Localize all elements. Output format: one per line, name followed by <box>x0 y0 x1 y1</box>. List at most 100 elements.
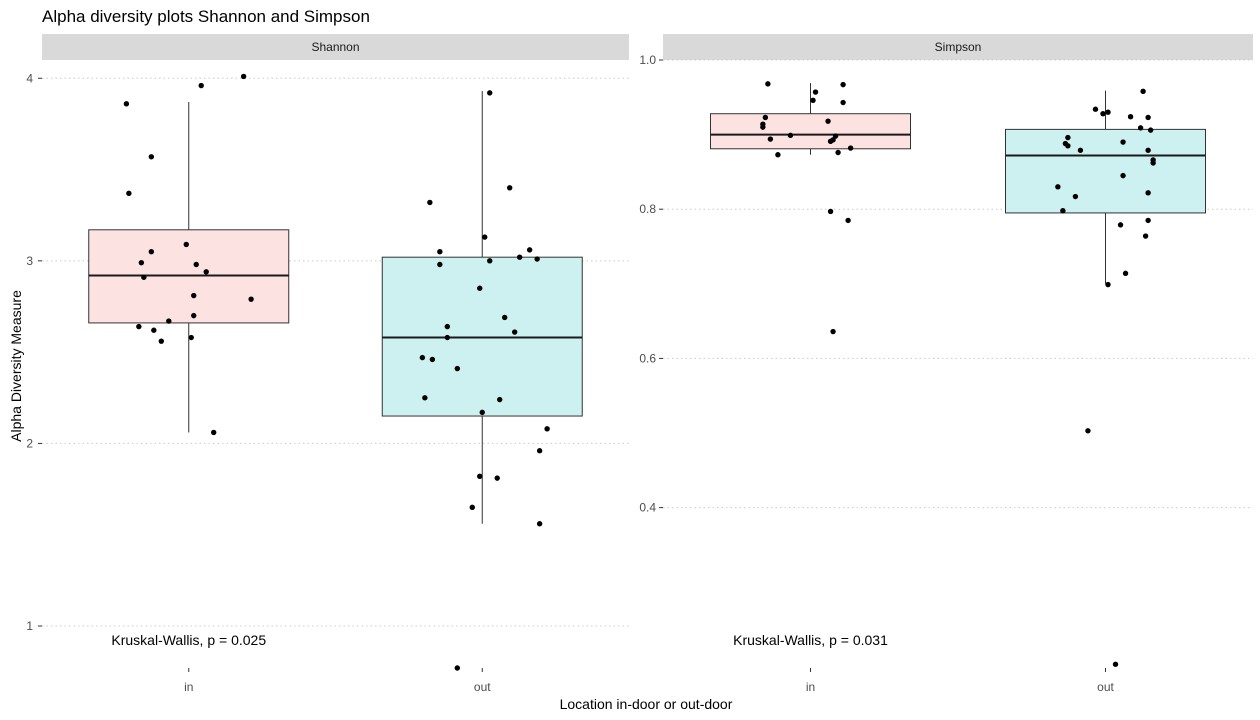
data-point <box>767 136 774 142</box>
data-point <box>810 97 816 103</box>
box-iqr <box>1005 128 1206 214</box>
data-point <box>544 426 550 432</box>
data-point <box>422 395 428 401</box>
data-point <box>787 132 794 139</box>
data-point <box>536 521 543 527</box>
data-point <box>429 356 436 363</box>
data-point <box>1085 428 1091 434</box>
y-tick-label: 1 <box>26 619 33 633</box>
data-point <box>191 312 197 319</box>
data-points <box>760 81 1156 667</box>
data-point <box>1060 207 1066 214</box>
kruskal-wallis-annotation: Kruskal-Wallis, p = 0.031 <box>733 632 888 648</box>
data-point <box>151 327 157 333</box>
data-point <box>1150 160 1156 166</box>
data-point <box>126 190 132 196</box>
data-point <box>536 448 543 454</box>
data-point <box>469 504 475 511</box>
data-point <box>516 254 523 260</box>
data-point <box>1105 281 1111 288</box>
data-point <box>502 314 508 321</box>
data-point <box>830 328 836 335</box>
y-tick-label: 3 <box>26 254 33 268</box>
data-point <box>1145 147 1151 153</box>
data-point <box>1055 184 1061 190</box>
data-point <box>138 259 145 266</box>
facet-strip-label: Shannon <box>311 40 359 54</box>
data-point <box>198 82 204 89</box>
box-iqr <box>710 113 911 150</box>
box-in <box>710 83 911 155</box>
data-point <box>188 334 194 341</box>
panel-shannon: Shannon 1 2 3 4 in out Kruskal-Wallis, p = 0.02… <box>26 34 629 694</box>
data-point <box>193 261 199 268</box>
data-point <box>444 323 451 330</box>
y-tick-label: 0.8 <box>639 202 656 216</box>
data-point <box>765 81 771 87</box>
y-tick-label: 0.4 <box>639 501 656 515</box>
data-point <box>827 138 834 145</box>
data-point <box>1145 114 1151 121</box>
data-point <box>762 114 769 121</box>
data-point <box>1137 125 1144 131</box>
data-point <box>534 256 540 262</box>
data-point <box>136 323 142 330</box>
data-point <box>511 329 518 335</box>
data-point <box>840 99 846 106</box>
data-point <box>148 249 155 255</box>
data-point <box>760 124 766 130</box>
data-point <box>825 118 831 124</box>
data-point <box>812 89 819 95</box>
data-point <box>497 396 503 403</box>
data-point <box>419 354 426 361</box>
data-point <box>1147 127 1154 133</box>
data-point <box>1142 233 1149 239</box>
data-point <box>248 296 254 302</box>
facet-strip-label: Simpson <box>935 40 982 54</box>
data-point <box>240 73 247 80</box>
data-point <box>1117 222 1124 228</box>
data-point <box>1145 217 1151 224</box>
data-point <box>494 475 500 481</box>
x-tick-label: in <box>184 680 193 694</box>
data-point <box>477 473 483 479</box>
data-point <box>1112 661 1119 667</box>
y-tick-label: 2 <box>26 436 33 450</box>
y-tick-label: 4 <box>26 71 33 85</box>
data-point <box>454 365 461 372</box>
facet-panels: Shannon 1 2 3 4 in out Kruskal-Wallis, p = 0.02… <box>26 34 1253 694</box>
x-tick-label: out <box>474 680 491 694</box>
data-point <box>845 217 851 224</box>
data-point <box>482 234 488 240</box>
data-point <box>1072 193 1079 200</box>
kruskal-wallis-annotation: Kruskal-Wallis, p = 0.025 <box>111 632 266 648</box>
data-point <box>1145 190 1151 196</box>
data-point <box>1065 134 1071 141</box>
data-point <box>427 199 433 206</box>
data-point <box>158 338 165 344</box>
data-point <box>183 241 189 248</box>
box-out <box>1005 90 1206 284</box>
data-point <box>444 334 451 341</box>
data-point <box>437 249 443 255</box>
data-point <box>210 429 217 436</box>
data-point <box>775 152 781 158</box>
data-point <box>835 149 841 156</box>
y-tick-label: 0.6 <box>639 351 656 365</box>
data-points <box>123 73 550 671</box>
data-point <box>479 409 485 416</box>
data-point <box>437 261 443 268</box>
facet-strip <box>42 34 629 60</box>
data-point <box>526 247 533 253</box>
data-point <box>454 665 461 671</box>
data-point <box>123 101 130 107</box>
x-tick-label: in <box>806 680 815 694</box>
data-point <box>827 208 834 215</box>
data-point <box>487 90 493 96</box>
panel-simpson: Simpson 0.4 0.6 0.8 1.0 in out Kruskal-Wallis, … <box>639 34 1253 694</box>
data-point <box>1127 113 1134 120</box>
y-tick-label: 1.0 <box>639 53 656 67</box>
data-point <box>148 154 155 160</box>
data-point <box>487 258 493 264</box>
